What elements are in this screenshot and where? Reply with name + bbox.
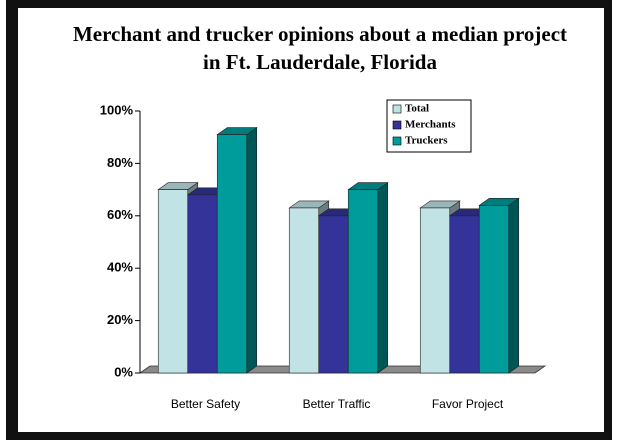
y-tick-label: 20%: [107, 312, 133, 327]
y-tick-label: 40%: [107, 260, 133, 275]
y-tick-label: 0%: [114, 364, 133, 379]
bar-front: [419, 207, 451, 374]
bar-side: [246, 127, 258, 374]
bar-side: [377, 182, 389, 374]
x-tick-label: Better Traffic: [303, 397, 371, 411]
bar-front: [187, 194, 218, 374]
y-tick-label: 100%: [100, 102, 134, 117]
y-tick-label: 60%: [107, 207, 133, 222]
bar: [216, 127, 258, 374]
bar-front: [478, 205, 510, 374]
bar-front: [449, 215, 480, 374]
bar-front: [318, 215, 349, 374]
bar: [478, 197, 520, 374]
legend-label: Truckers: [405, 135, 448, 147]
bar-front: [347, 189, 379, 374]
y-tick-label: 80%: [107, 155, 133, 170]
legend-label: Total: [405, 103, 429, 115]
legend-swatch: [392, 136, 402, 146]
bar-front: [157, 189, 189, 374]
legend-label: Merchants: [405, 119, 456, 131]
bar-side: [508, 197, 520, 374]
x-tick-label: Better Safety: [171, 397, 240, 411]
x-tick-label: Favor Project: [432, 397, 504, 411]
bar-front: [288, 207, 320, 374]
bar-front: [216, 134, 248, 374]
bar: [347, 182, 389, 374]
chart-title: Merchant and trucker opinions about a me…: [72, 22, 568, 74]
legend-swatch: [392, 120, 402, 130]
legend-swatch: [392, 104, 402, 114]
